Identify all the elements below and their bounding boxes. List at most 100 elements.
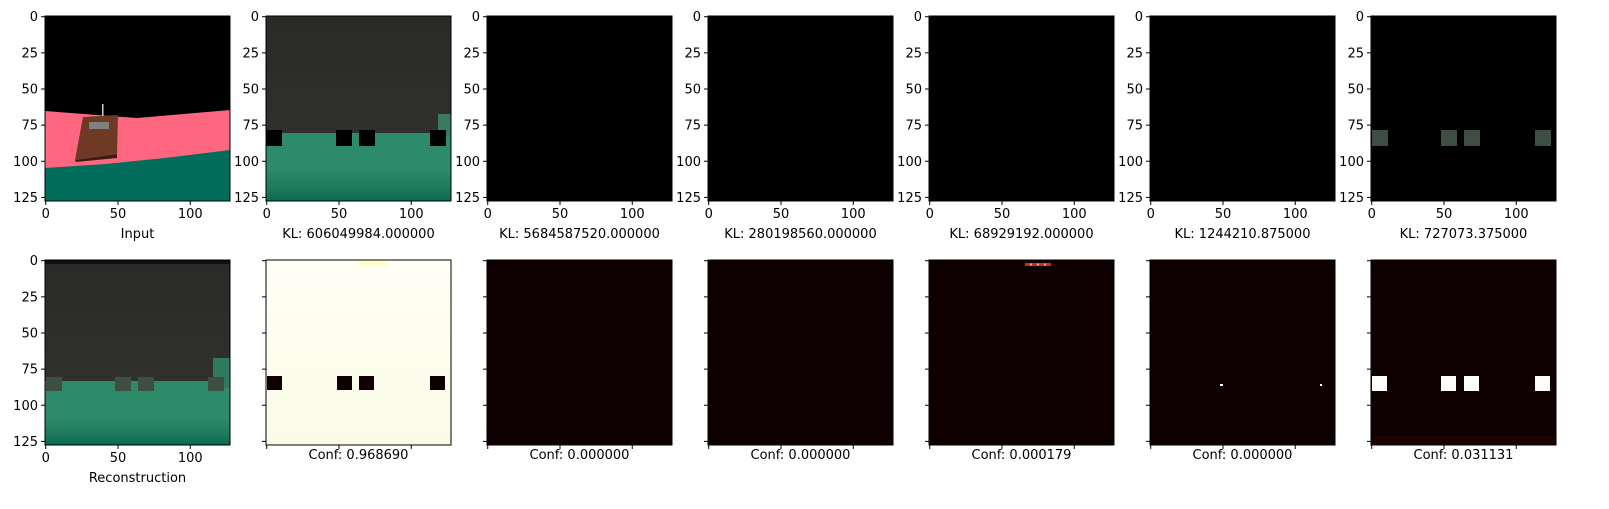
y-tick-label: 25 (463, 46, 480, 61)
x-axis-ticks (1371, 445, 1517, 449)
y-axis-ticks: 0 25 50 75 100 125 (676, 10, 708, 206)
y-tick-label: 25 (684, 46, 701, 61)
x-axis-ticks (1150, 445, 1296, 449)
agent-screen (89, 122, 109, 129)
x-axis-ticks: 0 50 100 (263, 201, 424, 222)
panel-conf-3: Conf: 0.000000 (704, 259, 894, 463)
y-tick-label: 25 (905, 46, 922, 61)
y-tick-label: 25 (1126, 46, 1143, 61)
y-tick-label: 25 (21, 46, 38, 61)
conf-6-image (1371, 260, 1556, 445)
top-glow (358, 260, 388, 266)
x-tick-label: 100 (1062, 207, 1087, 222)
y-tick-label: 0 (1356, 10, 1364, 25)
hot-spot-bright (1037, 263, 1039, 266)
y-tick-label: 50 (1347, 82, 1364, 97)
y-tick-label: 100 (1118, 155, 1143, 170)
grid-block (430, 130, 446, 146)
grid-block (359, 130, 375, 146)
x-axis-ticks: 0 50 100 (42, 201, 203, 222)
x-tick-label: 0 (484, 207, 492, 222)
axes-frame (1149, 259, 1336, 446)
x-tick-label: 50 (1215, 207, 1232, 222)
x-axis-ticks (487, 445, 633, 449)
y-tick-label: 75 (684, 119, 701, 134)
conf-2-image (487, 260, 672, 445)
axes-frame (707, 15, 894, 202)
panel-conf-4: Conf: 0.000179 (925, 259, 1115, 463)
y-tick-label: 125 (1339, 191, 1364, 206)
y-tick-label: 0 (251, 10, 259, 25)
x-tick-label: 0 (1368, 207, 1376, 222)
y-axis-ticks: 0 25 50 75 100 125 (13, 254, 45, 450)
y-axis-ticks: 0 25 50 75 100 125 (455, 10, 487, 206)
conf-5-image (1150, 260, 1335, 445)
y-tick-label: 100 (455, 155, 480, 170)
x-tick-label: 50 (331, 207, 348, 222)
conf-4-image (929, 260, 1114, 445)
y-tick-label: 50 (905, 82, 922, 97)
hot-dark-background (929, 260, 1114, 445)
grid-block (115, 377, 131, 391)
x-tick-label: 100 (1283, 207, 1308, 222)
y-axis-ticks (262, 260, 266, 442)
y-tick-label: 100 (676, 155, 701, 170)
floor-region (45, 150, 230, 201)
panel-caption: Conf: 0.000000 (1193, 448, 1293, 463)
axes-frame (486, 259, 673, 446)
y-axis-ticks (925, 260, 929, 442)
panel-kl-1: 0 50 100 0 25 50 75 100 125 KL: 606049984.00000… (234, 10, 452, 242)
kl-4-image (929, 16, 1114, 201)
x-tick-label: 50 (1436, 207, 1453, 222)
x-axis-ticks: 0 50 100 (42, 445, 203, 466)
hot-spot-bright (1044, 263, 1046, 266)
x-tick-label: 100 (841, 207, 866, 222)
kl-2-image (487, 16, 672, 201)
y-tick-label: 0 (30, 10, 38, 25)
x-tick-label: 100 (178, 451, 203, 466)
y-tick-label: 75 (905, 119, 922, 134)
grid-block (138, 377, 154, 391)
panel-conf-1: Conf: 0.968690 (262, 259, 452, 463)
y-axis-ticks: 0 25 50 75 100 125 (1118, 10, 1150, 206)
hot-dark-background (1371, 260, 1556, 445)
panel-kl-3: 0 50 100 0 25 50 75 100 125 KL: 280198560.00000… (676, 10, 894, 242)
grid-block (1441, 376, 1456, 391)
agent-shadow (75, 154, 117, 162)
y-tick-label: 125 (676, 191, 701, 206)
grid-block (1464, 130, 1480, 146)
panel-caption: KL: 280198560.000000 (724, 227, 876, 242)
grid-block (1535, 376, 1550, 391)
panel-caption: KL: 68929192.000000 (949, 227, 1093, 242)
grid-block (46, 377, 62, 391)
grid-block (1535, 130, 1551, 146)
y-axis-ticks: 0 25 50 75 100 125 (13, 10, 45, 206)
panel-caption: KL: 5684587520.000000 (499, 227, 660, 242)
y-tick-label: 50 (684, 82, 701, 97)
y-tick-label: 50 (21, 82, 38, 97)
bottom-tint (1371, 436, 1556, 445)
panel-kl-6: 0 50 100 0 25 50 75 100 125 KL: 727073.375000 (1339, 10, 1557, 242)
panel-caption: Conf: 0.000000 (751, 448, 851, 463)
grid-block (1464, 376, 1479, 391)
kl-3-image (708, 16, 893, 201)
kl-5-image (1150, 16, 1335, 201)
x-tick-label: 100 (1504, 207, 1529, 222)
y-tick-label: 0 (30, 254, 38, 269)
y-axis-ticks (483, 260, 487, 442)
y-tick-label: 75 (463, 119, 480, 134)
y-axis-ticks: 0 25 50 75 100 125 (1339, 10, 1371, 206)
y-tick-label: 75 (1126, 119, 1143, 134)
axes-frame (928, 259, 1115, 446)
hot-white-background (266, 260, 451, 445)
y-tick-label: 100 (13, 155, 38, 170)
axes-frame (486, 15, 673, 202)
bright-dot (1220, 384, 1223, 386)
agent-antenna (102, 104, 104, 116)
y-tick-label: 75 (242, 119, 259, 134)
axes-frame (707, 259, 894, 446)
grid-block (1372, 130, 1388, 146)
conf-3-image (708, 260, 893, 445)
y-tick-label: 75 (21, 363, 38, 378)
